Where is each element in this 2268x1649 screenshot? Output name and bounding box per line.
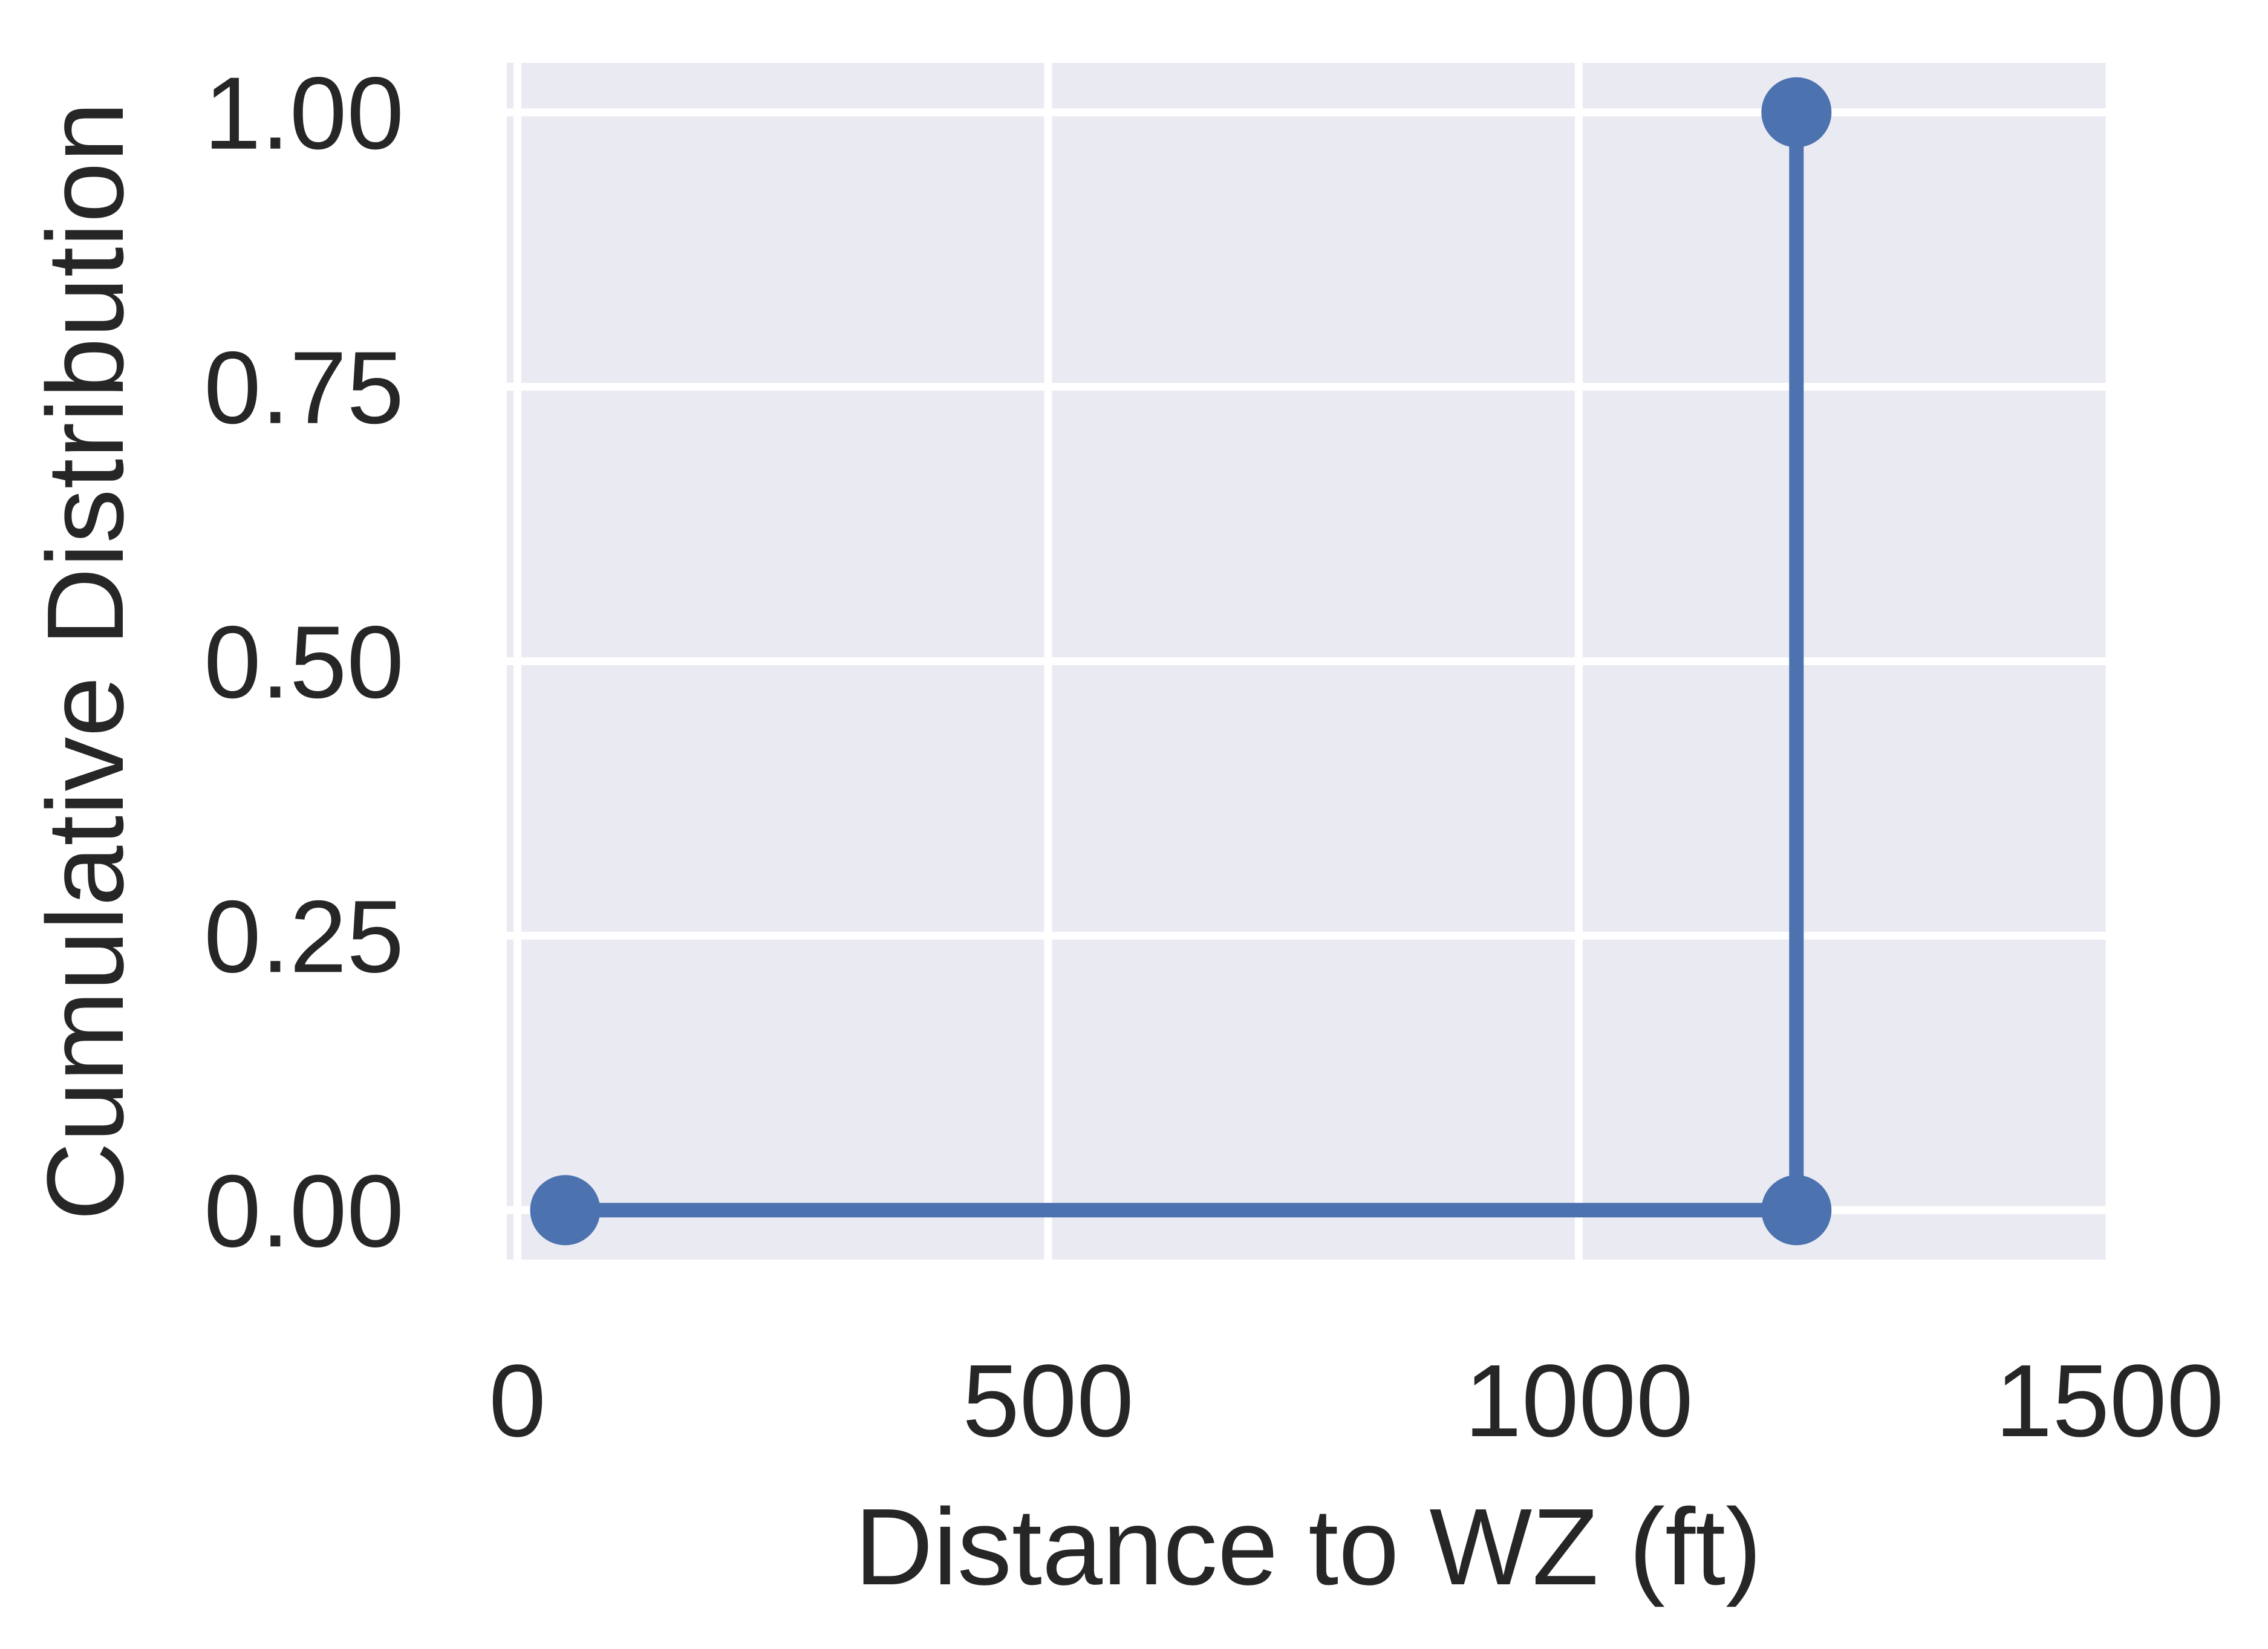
y-tick-label-3: 0.75 [204,331,404,446]
x-tick-label-3: 1500 [1995,1344,2224,1459]
y-tick-label-4: 1.00 [204,56,404,171]
y-tick-label-2: 0.50 [204,605,404,720]
x-axis-label: Distance to WZ (ft) [855,1486,1762,1608]
series-layer [530,77,1832,1246]
y-tick-label-0: 0.00 [204,1154,404,1269]
grid-lines [507,63,2114,1260]
y-tick-label-1: 0.25 [204,879,404,994]
x-tick-label-2: 1000 [1464,1344,1693,1459]
data-point-2 [1761,77,1832,148]
data-point-0 [530,1175,601,1246]
data-point-1 [1761,1175,1832,1246]
x-tick-label-0: 0 [489,1344,546,1459]
y-axis-label: Cumulative Distribution [25,102,146,1221]
x-tick-label-1: 500 [962,1344,1134,1459]
x-tick-labels: 0 500 1000 1500 [489,1344,2224,1459]
y-tick-labels: 0.00 0.25 0.50 0.75 1.00 [204,56,404,1269]
